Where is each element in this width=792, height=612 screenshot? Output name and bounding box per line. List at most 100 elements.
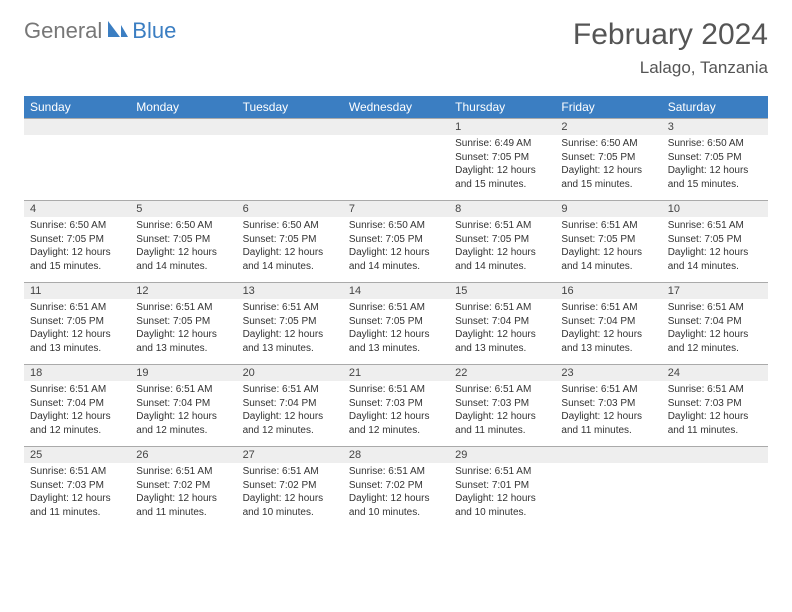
sunrise-text: Sunrise: 6:51 AM — [668, 219, 762, 233]
day-number: 2 — [555, 118, 661, 135]
day-number — [237, 118, 343, 135]
day-body: Sunrise: 6:50 AMSunset: 7:05 PMDaylight:… — [237, 217, 343, 279]
dayname-wednesday: Wednesday — [343, 96, 449, 118]
day-cell: 28Sunrise: 6:51 AMSunset: 7:02 PMDayligh… — [343, 446, 449, 528]
sunrise-text: Sunrise: 6:51 AM — [136, 383, 230, 397]
day-cell: 16Sunrise: 6:51 AMSunset: 7:04 PMDayligh… — [555, 282, 661, 364]
daylight-text: Daylight: 12 hours and 10 minutes. — [455, 492, 549, 519]
daylight-text: Daylight: 12 hours and 12 minutes. — [136, 410, 230, 437]
day-cell: 20Sunrise: 6:51 AMSunset: 7:04 PMDayligh… — [237, 364, 343, 446]
sunset-text: Sunset: 7:05 PM — [349, 233, 443, 247]
daylight-text: Daylight: 12 hours and 14 minutes. — [243, 246, 337, 273]
sunrise-text: Sunrise: 6:50 AM — [349, 219, 443, 233]
sunset-text: Sunset: 7:03 PM — [668, 397, 762, 411]
sunset-text: Sunset: 7:05 PM — [30, 233, 124, 247]
daylight-text: Daylight: 12 hours and 11 minutes. — [455, 410, 549, 437]
dayname-tuesday: Tuesday — [237, 96, 343, 118]
sunrise-text: Sunrise: 6:51 AM — [455, 301, 549, 315]
daylight-text: Daylight: 12 hours and 14 minutes. — [668, 246, 762, 273]
day-number: 28 — [343, 446, 449, 463]
sunrise-text: Sunrise: 6:51 AM — [30, 383, 124, 397]
day-body: Sunrise: 6:51 AMSunset: 7:05 PMDaylight:… — [130, 299, 236, 361]
sunset-text: Sunset: 7:04 PM — [243, 397, 337, 411]
day-cell — [130, 118, 236, 200]
daylight-text: Daylight: 12 hours and 14 minutes. — [136, 246, 230, 273]
day-cell: 18 Sunrise: 6:51 AMSunset: 7:04 PMDayligh… — [24, 364, 130, 446]
day-number: 24 — [662, 364, 768, 381]
sunrise-text: Sunrise: 6:51 AM — [349, 301, 443, 315]
day-cell: 10Sunrise: 6:51 AMSunset: 7:05 PMDayligh… — [662, 200, 768, 282]
sunrise-text: Sunrise: 6:51 AM — [668, 301, 762, 315]
day-cell: 24Sunrise: 6:51 AMSunset: 7:03 PMDayligh… — [662, 364, 768, 446]
sunset-text: Sunset: 7:05 PM — [561, 233, 655, 247]
daylight-text: Daylight: 12 hours and 15 minutes. — [561, 164, 655, 191]
daylight-text: Daylight: 12 hours and 11 minutes. — [30, 492, 124, 519]
sunrise-text: Sunrise: 6:51 AM — [30, 301, 124, 315]
day-cell: 12Sunrise: 6:51 AMSunset: 7:05 PMDayligh… — [130, 282, 236, 364]
sunrise-text: Sunrise: 6:51 AM — [243, 383, 337, 397]
day-number: 13 — [237, 282, 343, 299]
day-number: 9 — [555, 200, 661, 217]
daylight-text: Daylight: 12 hours and 13 minutes. — [30, 328, 124, 355]
daylight-text: Daylight: 12 hours and 10 minutes. — [349, 492, 443, 519]
day-body: Sunrise: 6:51 AMSunset: 7:03 PMDaylight:… — [24, 463, 130, 525]
day-body: Sunrise: 6:50 AMSunset: 7:05 PMDaylight:… — [555, 135, 661, 197]
sunrise-text: Sunrise: 6:51 AM — [561, 219, 655, 233]
day-number: 22 — [449, 364, 555, 381]
day-cell — [237, 118, 343, 200]
daylight-text: Daylight: 12 hours and 14 minutes. — [561, 246, 655, 273]
day-number: 8 — [449, 200, 555, 217]
weeks-container: 1Sunrise: 6:49 AMSunset: 7:05 PMDaylight… — [24, 118, 768, 528]
sunrise-text: Sunrise: 6:50 AM — [668, 137, 762, 151]
day-number — [343, 118, 449, 135]
sunrise-text: Sunrise: 6:50 AM — [136, 219, 230, 233]
day-number: 7 — [343, 200, 449, 217]
sunset-text: Sunset: 7:04 PM — [30, 397, 124, 411]
day-number: 16 — [555, 282, 661, 299]
sunset-text: Sunset: 7:05 PM — [136, 315, 230, 329]
day-cell: 9 Sunrise: 6:51 AMSunset: 7:05 PMDaylight… — [555, 200, 661, 282]
day-cell: 4Sunrise: 6:50 AMSunset: 7:05 PMDaylight… — [24, 200, 130, 282]
daylight-text: Daylight: 12 hours and 14 minutes. — [349, 246, 443, 273]
day-cell: 25Sunrise: 6:51 AMSunset: 7:03 PMDayligh… — [24, 446, 130, 528]
day-body: Sunrise: 6:51 AMSunset: 7:03 PMDaylight:… — [449, 381, 555, 443]
sunset-text: Sunset: 7:05 PM — [136, 233, 230, 247]
sunrise-text: Sunrise: 6:51 AM — [30, 465, 124, 479]
logo: General Blue — [24, 18, 176, 44]
day-number: 15 — [449, 282, 555, 299]
sunrise-text: Sunrise: 6:51 AM — [136, 301, 230, 315]
daylight-text: Daylight: 12 hours and 11 minutes. — [136, 492, 230, 519]
day-body: Sunrise: 6:51 AMSunset: 7:03 PMDaylight:… — [343, 381, 449, 443]
sunset-text: Sunset: 7:05 PM — [668, 233, 762, 247]
day-cell — [662, 446, 768, 528]
day-body: Sunrise: 6:51 AMSunset: 7:05 PMDaylight:… — [237, 299, 343, 361]
day-cell: 22Sunrise: 6:51 AMSunset: 7:03 PMDayligh… — [449, 364, 555, 446]
day-cell — [343, 118, 449, 200]
sunset-text: Sunset: 7:05 PM — [561, 151, 655, 165]
sunset-text: Sunset: 7:04 PM — [136, 397, 230, 411]
week-row: 18Sunrise: 6:51 AMSunset: 7:04 PMDayligh… — [24, 364, 768, 446]
day-body: Sunrise: 6:49 AMSunset: 7:05 PMDaylight:… — [449, 135, 555, 197]
day-body: Sunrise: 6:51 AMSunset: 7:04 PMDaylight:… — [237, 381, 343, 443]
week-row: 1Sunrise: 6:49 AMSunset: 7:05 PMDaylight… — [24, 118, 768, 200]
day-cell: 1Sunrise: 6:49 AMSunset: 7:05 PMDaylight… — [449, 118, 555, 200]
daylight-text: Daylight: 12 hours and 13 minutes. — [455, 328, 549, 355]
day-body: Sunrise: 6:50 AMSunset: 7:05 PMDaylight:… — [662, 135, 768, 197]
day-body: Sunrise: 6:51 AMSunset: 7:04 PMDaylight:… — [449, 299, 555, 361]
day-number: 18 — [24, 364, 130, 381]
logo-text-blue: Blue — [132, 18, 176, 44]
sunset-text: Sunset: 7:05 PM — [455, 233, 549, 247]
daylight-text: Daylight: 12 hours and 12 minutes. — [30, 410, 124, 437]
day-number: 12 — [130, 282, 236, 299]
day-cell: 27Sunrise: 6:51 AMSunset: 7:02 PMDayligh… — [237, 446, 343, 528]
day-number — [555, 446, 661, 463]
sunrise-text: Sunrise: 6:51 AM — [243, 301, 337, 315]
daylight-text: Daylight: 12 hours and 13 minutes. — [243, 328, 337, 355]
month-title: February 2024 — [573, 18, 768, 52]
day-number: 26 — [130, 446, 236, 463]
day-body: Sunrise: 6:51 AMSunset: 7:05 PMDaylight:… — [343, 299, 449, 361]
day-cell: 7 Sunrise: 6:50 AMSunset: 7:05 PMDaylight… — [343, 200, 449, 282]
sunset-text: Sunset: 7:01 PM — [455, 479, 549, 493]
sunset-text: Sunset: 7:05 PM — [455, 151, 549, 165]
sunrise-text: Sunrise: 6:51 AM — [668, 383, 762, 397]
